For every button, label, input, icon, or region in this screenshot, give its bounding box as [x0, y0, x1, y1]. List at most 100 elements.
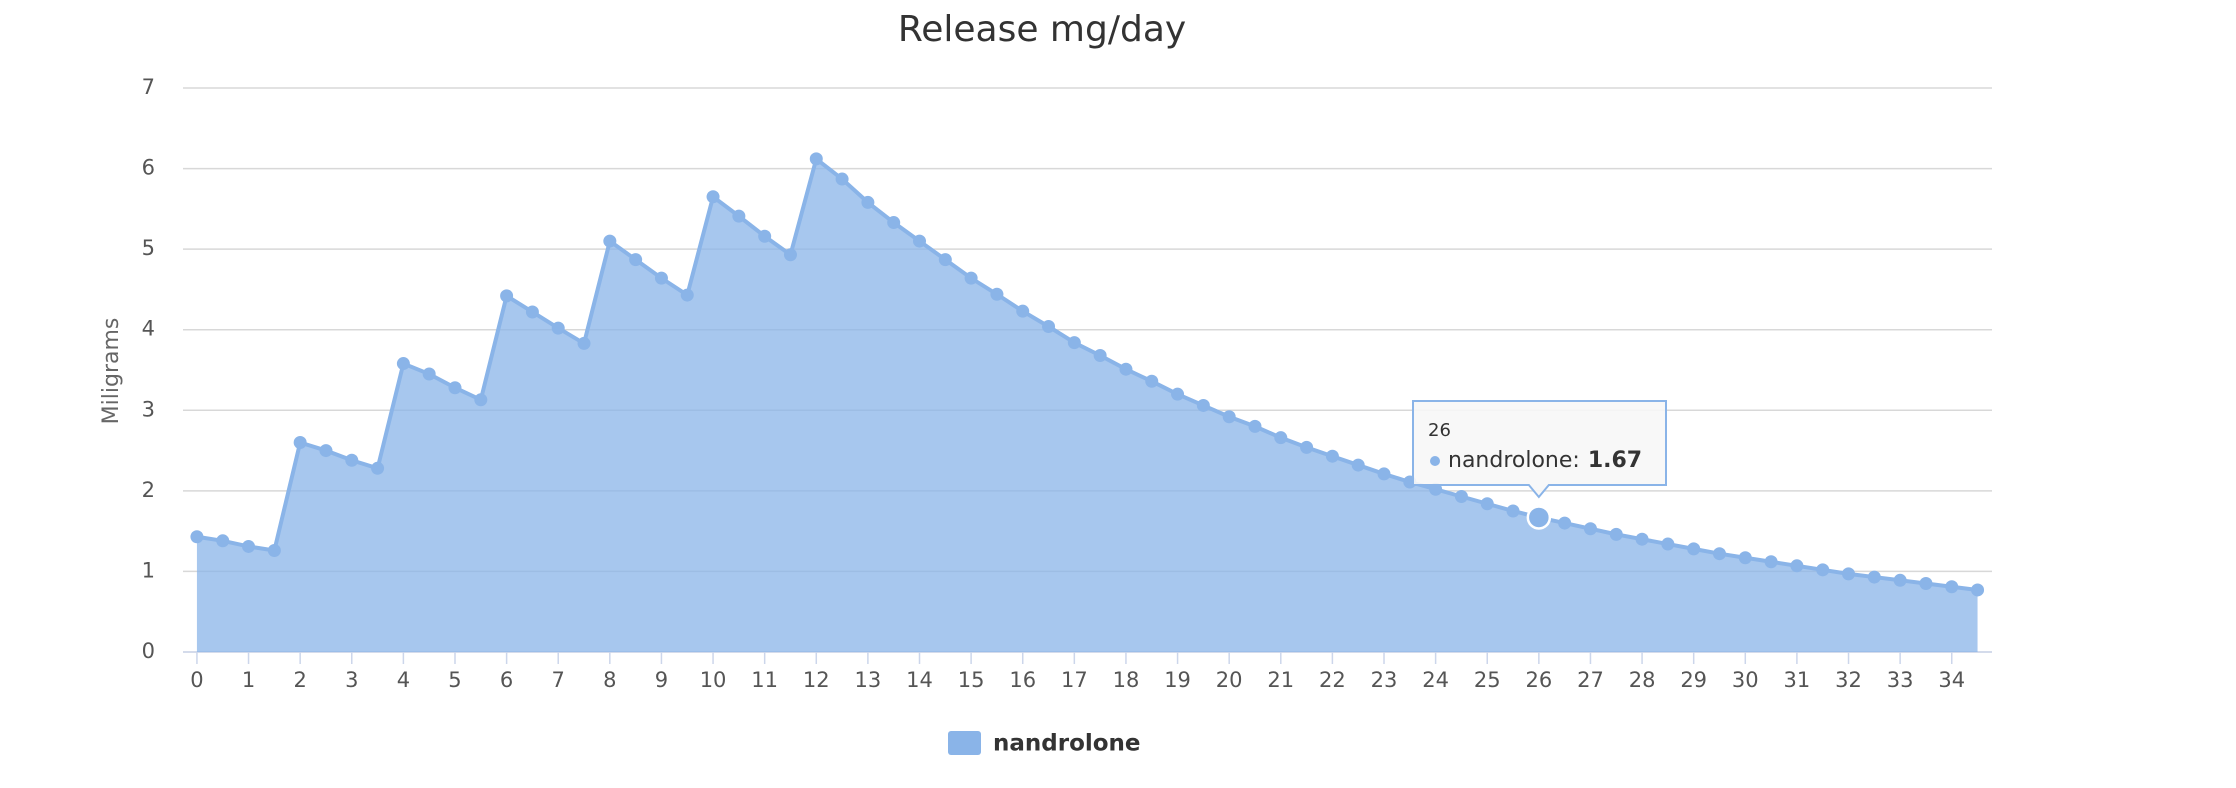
point [1712, 547, 1726, 561]
point [732, 209, 746, 223]
chart-title: Release mg/day [898, 9, 1186, 50]
x-tick-label: 13 [855, 668, 882, 692]
tooltip-label: nandrolone: [1448, 448, 1580, 473]
point [680, 288, 694, 302]
point [1325, 449, 1339, 463]
point [1816, 563, 1830, 577]
point [706, 190, 720, 204]
y-tick-label: 1 [142, 558, 155, 582]
x-tick-label: 18 [1113, 668, 1140, 692]
x-tick-label: 19 [1164, 668, 1191, 692]
tooltip-title: 26 [1428, 420, 1451, 441]
y-tick-label: 0 [142, 639, 155, 663]
point [1764, 555, 1778, 569]
x-tick-label: 25 [1474, 668, 1501, 692]
point [1016, 304, 1030, 318]
x-tick-label: 0 [190, 668, 203, 692]
point [1222, 410, 1236, 424]
point [1635, 532, 1649, 546]
y-tick-label: 7 [142, 75, 155, 99]
x-tick-label: 31 [1784, 668, 1811, 692]
x-tick-label: 34 [1938, 668, 1965, 692]
point [293, 436, 307, 450]
point [1893, 573, 1907, 587]
point [1196, 398, 1210, 412]
point [1119, 362, 1133, 376]
legend-label: nandrolone [993, 731, 1141, 757]
point [938, 253, 952, 267]
point [1738, 551, 1752, 565]
x-tick-label: 21 [1267, 668, 1294, 692]
y-tick-label: 6 [142, 156, 155, 180]
x-tick-label: 33 [1887, 668, 1914, 692]
point [1661, 537, 1675, 551]
x-tick-label: 3 [345, 668, 358, 692]
x-tick-label: 23 [1371, 668, 1398, 692]
x-tick-label: 2 [293, 668, 306, 692]
point [603, 234, 617, 248]
point [345, 453, 359, 467]
point [1558, 516, 1572, 530]
legend-swatch [948, 731, 981, 755]
point [1971, 583, 1985, 597]
point [964, 271, 978, 285]
point [1067, 336, 1081, 350]
x-tick-label: 28 [1629, 668, 1656, 692]
y-tick-label: 5 [142, 236, 155, 260]
point [396, 357, 410, 371]
point [629, 253, 643, 267]
point [1919, 577, 1933, 591]
point [1377, 467, 1391, 481]
x-tick-label: 7 [552, 668, 565, 692]
point [1945, 580, 1959, 594]
point [1687, 542, 1701, 556]
point [1274, 431, 1288, 445]
area [196, 158, 1978, 652]
point [422, 367, 436, 381]
point [1842, 567, 1856, 581]
x-tick-label: 4 [397, 668, 410, 692]
x-tick-label: 26 [1525, 668, 1552, 692]
point [1042, 319, 1056, 333]
point [1248, 419, 1262, 433]
point [887, 216, 901, 230]
hover-point [1526, 505, 1552, 530]
point [1506, 504, 1520, 518]
x-tick-label: 1 [242, 668, 255, 692]
point [448, 381, 462, 395]
point [758, 229, 772, 243]
point [1609, 527, 1623, 541]
point [1300, 440, 1314, 454]
x-tick-label: 9 [655, 668, 668, 692]
x-tick-label: 20 [1216, 668, 1243, 692]
point [1790, 559, 1804, 573]
x-tick-label: 14 [906, 668, 933, 692]
point [1351, 458, 1365, 472]
x-tick-label: 12 [803, 668, 830, 692]
y-tick-label: 4 [142, 317, 155, 341]
x-tick-label: 8 [603, 668, 616, 692]
x-tick-label: 30 [1732, 668, 1759, 692]
point [216, 534, 230, 548]
point [809, 152, 823, 166]
point [1093, 348, 1107, 362]
point [190, 530, 204, 544]
tooltip-dot [1430, 456, 1440, 466]
x-tick-label: 32 [1835, 668, 1862, 692]
point [1145, 374, 1159, 388]
x-tick-label: 24 [1422, 668, 1449, 692]
x-tick-label: 10 [700, 668, 727, 692]
point [990, 287, 1004, 301]
x-tick-label: 16 [1009, 668, 1036, 692]
x-tick-label: 17 [1061, 668, 1088, 692]
point [1480, 497, 1494, 511]
tooltip-box [1412, 400, 1667, 499]
point [1171, 387, 1185, 401]
point [500, 289, 514, 303]
point [783, 248, 797, 262]
x-tick-label: 22 [1319, 668, 1346, 692]
point [1867, 570, 1881, 584]
y-tick-label: 3 [142, 397, 155, 421]
point [242, 539, 256, 553]
point [474, 393, 488, 407]
